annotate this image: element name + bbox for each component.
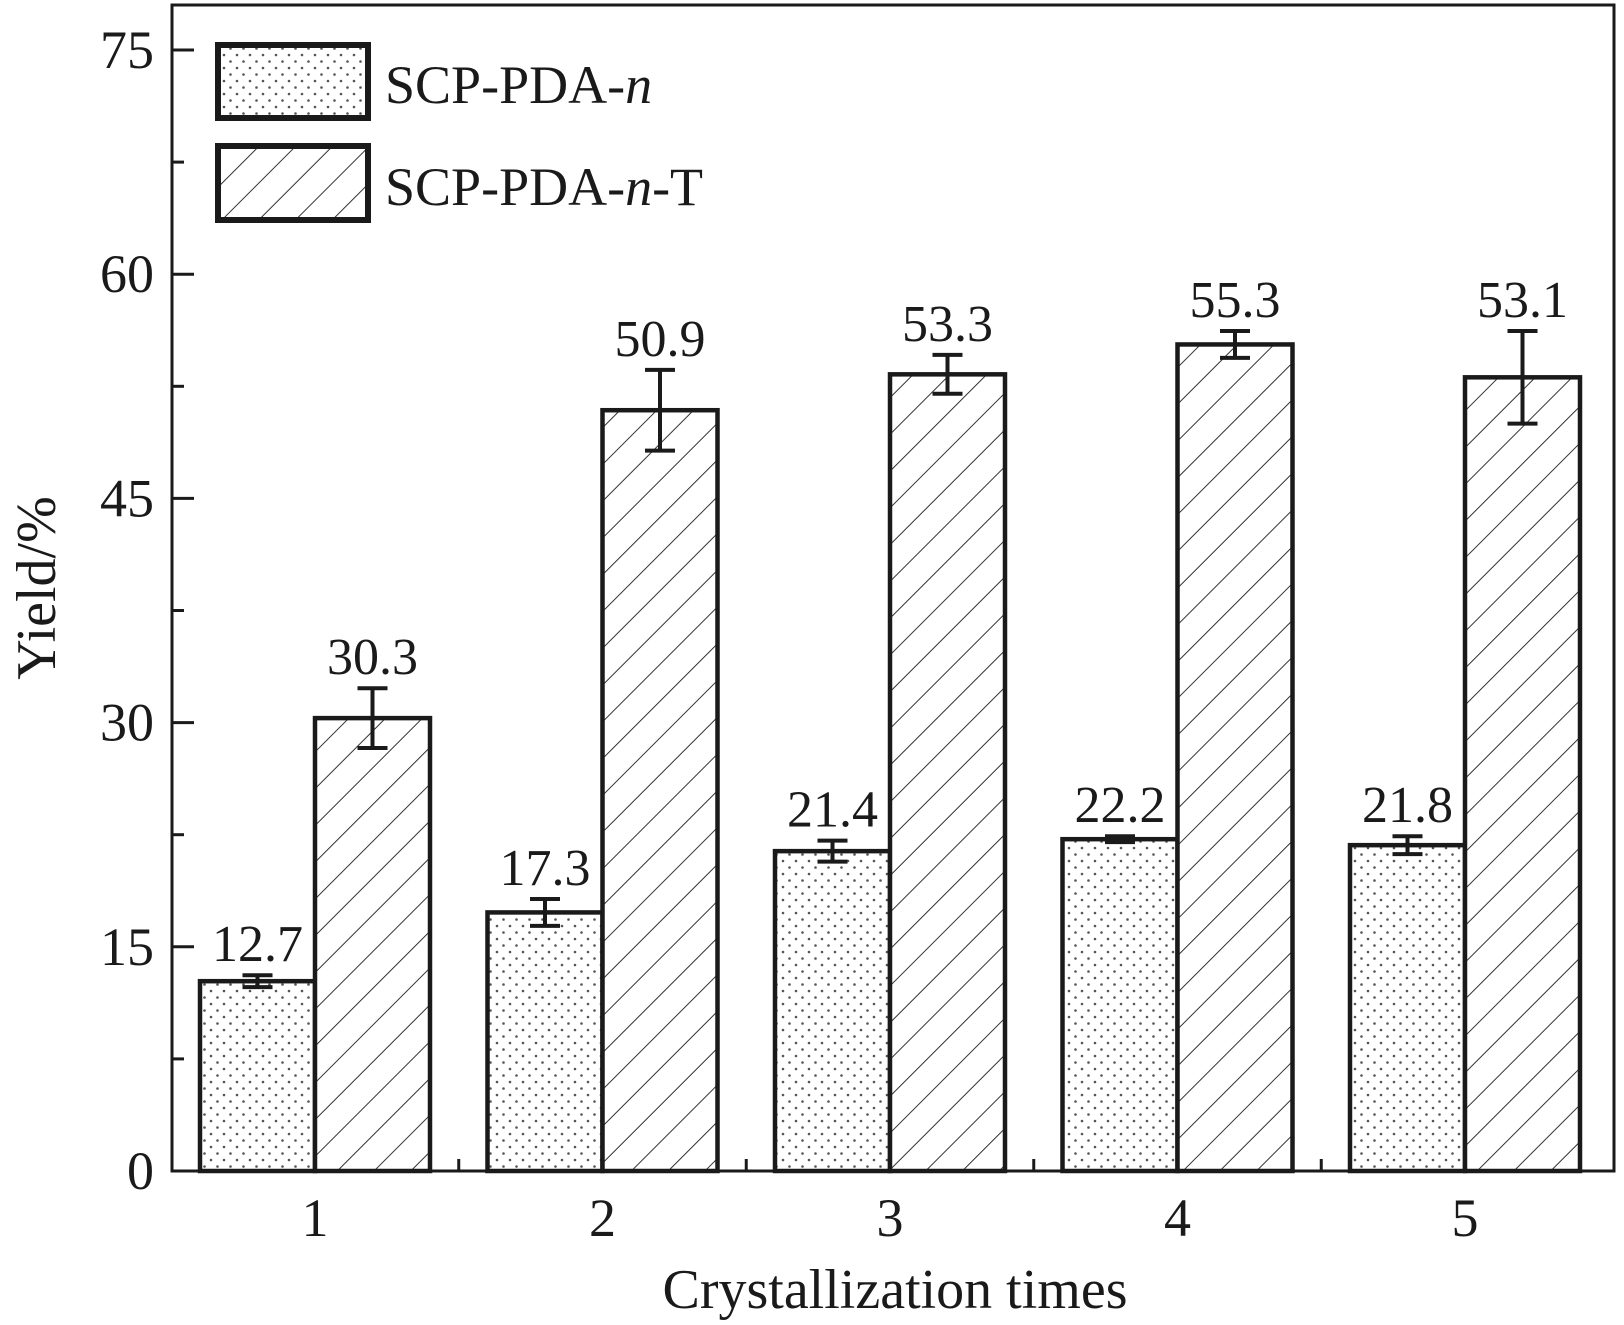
legend-label-series-2: SCP-PDA-n-T <box>385 157 703 217</box>
y-axis: 0 15 30 45 60 75 <box>100 20 194 1201</box>
y-tick-label-4: 60 <box>100 244 154 304</box>
bar-series-1-cat-2 <box>485 910 605 1174</box>
y-tick-label-0: 0 <box>127 1141 154 1201</box>
bar-series-1-cat-5 <box>1347 842 1468 1174</box>
error-bar-series-1-cat-5 <box>1392 834 1423 857</box>
legend-label-series-1: SCP-PDA-n <box>385 55 652 115</box>
bar-series-2-cat-4 <box>1175 342 1295 1174</box>
bar-series-1-cat-3 <box>772 848 893 1174</box>
error-bar-series-2-cat-2 <box>645 367 675 453</box>
data-label-series-1-cat-1: 12.7 <box>212 916 303 973</box>
bar-series-2-cat-5 <box>1462 375 1583 1174</box>
data-label-series-2-cat-3: 53.3 <box>902 296 993 353</box>
bar-series-2-cat-2 <box>600 407 720 1174</box>
error-bar-series-2-cat-4 <box>1220 328 1250 360</box>
y-tick-label-5: 75 <box>100 20 154 80</box>
data-label-series-2-cat-4: 55.3 <box>1190 272 1281 329</box>
error-bar-series-1-cat-3 <box>817 838 848 864</box>
x-axis-title: Crystallization times <box>662 1259 1127 1321</box>
data-label-series-1-cat-2: 17.3 <box>500 840 591 897</box>
data-label-series-1-cat-5: 21.8 <box>1362 777 1453 834</box>
bar-series-1-cat-1 <box>197 978 318 1174</box>
bar-series-2-cat-1 <box>312 715 433 1174</box>
y-tick-label-2: 30 <box>100 693 154 753</box>
error-bar-series-2-cat-3 <box>932 352 963 396</box>
legend-swatch-dots <box>215 42 371 121</box>
data-label-series-2-cat-5: 53.1 <box>1477 272 1568 329</box>
legend-swatch-hatch <box>215 143 371 223</box>
x-tick-label-3: 3 <box>877 1188 904 1248</box>
x-tick-label-4: 4 <box>1164 1188 1191 1248</box>
error-bars <box>242 328 1538 990</box>
x-tick-label-5: 5 <box>1452 1188 1479 1248</box>
data-labels: 12.7 30.3 17.3 50.9 21.4 53.3 22.2 55.3 21.8 53.1 <box>212 272 1568 973</box>
bar-series-1-cat-4 <box>1060 836 1180 1174</box>
bars <box>197 342 1583 1174</box>
data-label-series-1-cat-4: 22.2 <box>1075 777 1166 834</box>
bar-series-2-cat-3 <box>887 372 1008 1174</box>
x-tick-label-1: 1 <box>302 1188 329 1248</box>
data-label-series-2-cat-2: 50.9 <box>615 311 706 368</box>
error-bar-series-1-cat-1 <box>242 973 273 990</box>
error-bar-series-1-cat-2 <box>530 896 560 928</box>
legend: SCP-PDA-n SCP-PDA-n-T <box>215 42 703 223</box>
y-tick-label-3: 45 <box>100 468 154 528</box>
error-bar-series-2-cat-1 <box>357 686 388 751</box>
data-label-series-1-cat-3: 21.4 <box>787 782 878 839</box>
x-tick-label-2: 2 <box>589 1188 616 1248</box>
error-bar-series-2-cat-5 <box>1507 328 1538 426</box>
data-label-series-2-cat-1: 30.3 <box>327 629 418 686</box>
y-axis-title: Yield/% <box>6 496 68 680</box>
y-tick-label-1: 15 <box>100 917 154 977</box>
error-bar-series-1-cat-4 <box>1105 834 1135 845</box>
